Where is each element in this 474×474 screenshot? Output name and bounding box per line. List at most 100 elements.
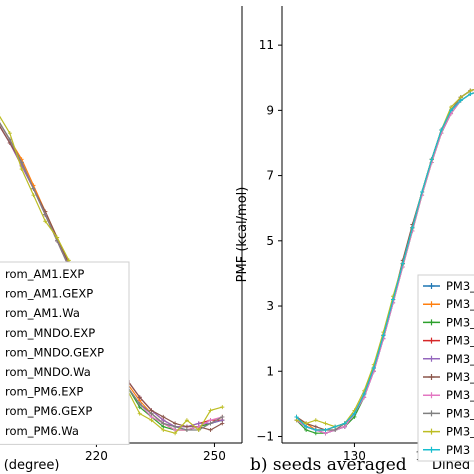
left-x-tick-label: 250 xyxy=(203,449,226,463)
right-y-tick-label: 3 xyxy=(266,299,274,313)
left-legend-label: rom_AM1.GEXP xyxy=(5,287,93,301)
right-legend-marker xyxy=(428,283,435,289)
right-legend-label: PM3_ xyxy=(446,297,474,311)
right-y-tick-label: 9 xyxy=(266,103,274,117)
left-series-5-point-24 xyxy=(161,414,166,419)
right-series-9-point-4 xyxy=(333,424,338,429)
right-legend-box xyxy=(417,274,474,462)
right-legend-label: PM3 xyxy=(446,443,470,457)
right-series-9-point-9 xyxy=(381,333,386,338)
right-legend-marker xyxy=(428,410,435,417)
right-series-9-point-10 xyxy=(391,297,396,302)
right-legend-marker xyxy=(428,374,435,380)
right-legend-marker xyxy=(428,446,435,453)
left-x-axis-label: al (degree) xyxy=(0,458,59,473)
right-series-9-point-16 xyxy=(449,108,454,113)
left-series-5-point-29 xyxy=(220,421,225,426)
right-series-9-point-1 xyxy=(304,424,309,429)
left-x-tick-label: 220 xyxy=(85,449,108,463)
left-series-line-7 xyxy=(0,122,223,431)
right-legend-marker xyxy=(428,392,435,399)
right-y-axis-label: PMF (kcal/mol) xyxy=(235,187,250,283)
right-series-9-point-17 xyxy=(458,98,463,103)
right-legend-marker xyxy=(428,319,435,326)
left-series-7-point-25 xyxy=(173,424,178,429)
right-series-line-8 xyxy=(296,88,474,428)
right-series-9-point-0 xyxy=(294,414,299,419)
right-series-group xyxy=(294,88,474,436)
right-legend-label: PM3_ xyxy=(446,279,474,293)
left-series-8-point-13 xyxy=(31,193,36,198)
left-series-7-point-14 xyxy=(43,212,48,217)
right-series-9-point-13 xyxy=(420,189,425,194)
right-series-line-9 xyxy=(296,92,474,431)
left-series-7-point-22 xyxy=(137,401,142,406)
right-legend-label: PM3_ xyxy=(446,352,474,366)
right-legend-label: PM3_ xyxy=(446,334,474,348)
right-series-8-point-3 xyxy=(323,421,328,426)
left-series-7-point-13 xyxy=(31,186,36,191)
right-series-9-point-2 xyxy=(313,427,318,432)
left-legend-label: rom_PM6.Wa xyxy=(5,424,79,438)
left-legend-label: rom_AM1.Wa xyxy=(5,306,80,320)
left-series-8-point-12 xyxy=(19,167,24,172)
left-series-8-point-14 xyxy=(43,219,48,224)
right-x-axis-label: Dihed xyxy=(432,458,470,473)
left-series-7-point-28 xyxy=(208,421,213,426)
left-legend-label: rom_AM1.EXP xyxy=(5,267,84,281)
left-series-8-point-25 xyxy=(173,431,178,436)
left-legend-label: rom_MNDO.Wa xyxy=(5,365,91,379)
right-panel-caption: b) seeds averaged xyxy=(250,455,407,474)
left-chart-panel: 190220250al (degree)rom_AM1.EXProm_AM1.G… xyxy=(0,6,243,473)
right-series-9-point-15 xyxy=(439,127,444,132)
right-legend-label: PM3_ xyxy=(446,315,474,329)
right-series-9-point-6 xyxy=(352,411,357,416)
right-series-8-point-2 xyxy=(313,418,318,423)
left-legend-label: rom_MNDO.EXP xyxy=(5,326,95,340)
right-legend-label: PM3_ xyxy=(446,370,474,384)
right-y-tick-label: 7 xyxy=(266,169,274,183)
right-y-tick-label: 11 xyxy=(259,38,274,52)
left-series-7-point-11 xyxy=(7,137,12,142)
left-series-8-point-15 xyxy=(55,235,60,240)
right-legend-label: PM3_ xyxy=(446,425,474,439)
left-series-8-point-26 xyxy=(184,418,189,423)
left-series-line-8 xyxy=(0,115,223,434)
left-series-8-point-27 xyxy=(196,427,201,432)
left-series-8-point-29 xyxy=(220,405,225,410)
left-series-7-point-29 xyxy=(220,414,225,419)
right-legend: PM3_ PM3_ PM3_ PM3_ PM3_ PM3_ PM3_ PM3_ PM3_ PM3 xyxy=(417,274,474,462)
left-series-5-point-22 xyxy=(137,395,142,400)
right-series-9-point-14 xyxy=(429,157,434,162)
left-series-8-point-28 xyxy=(208,408,213,413)
right-y-tick-label: 1 xyxy=(266,364,274,378)
left-series-7-point-12 xyxy=(19,160,24,165)
left-legend: rom_AM1.EXP rom_AM1.GEXP rom_AM1.Wa rom_MND… xyxy=(0,261,130,445)
left-series-7-point-24 xyxy=(161,421,166,426)
right-series-line-6 xyxy=(296,92,474,434)
left-series-8-point-24 xyxy=(161,427,166,432)
right-chart-panel: −11357911130160PMF (kcal/mol)DihedPM3_PM… xyxy=(235,6,474,473)
right-series-9-point-8 xyxy=(371,365,376,370)
left-series-8-point-22 xyxy=(137,411,142,416)
right-series-9-point-5 xyxy=(342,421,347,426)
left-series-5-point-28 xyxy=(208,427,213,432)
left-series-8-point-23 xyxy=(149,418,154,423)
right-series-9-point-3 xyxy=(323,427,328,432)
left-legend-label: rom_PM6.EXP xyxy=(5,385,83,399)
right-legend-marker xyxy=(428,428,435,435)
right-series-9-point-18 xyxy=(468,92,473,97)
right-x-tick-label: 130 xyxy=(343,449,366,463)
right-legend-marker xyxy=(428,337,435,344)
right-legend-marker xyxy=(428,355,435,362)
left-legend-box xyxy=(0,261,130,445)
left-series-line-5 xyxy=(0,125,223,431)
left-legend-label: rom_PM6.GEXP xyxy=(5,404,92,418)
right-series-9-point-12 xyxy=(410,225,415,230)
left-series-7-point-23 xyxy=(149,411,154,416)
left-series-7-point-26 xyxy=(184,427,189,432)
left-series-8-point-11 xyxy=(7,131,12,136)
right-y-tick-label: 5 xyxy=(266,234,274,248)
right-legend-label: PM3_ xyxy=(446,388,474,402)
